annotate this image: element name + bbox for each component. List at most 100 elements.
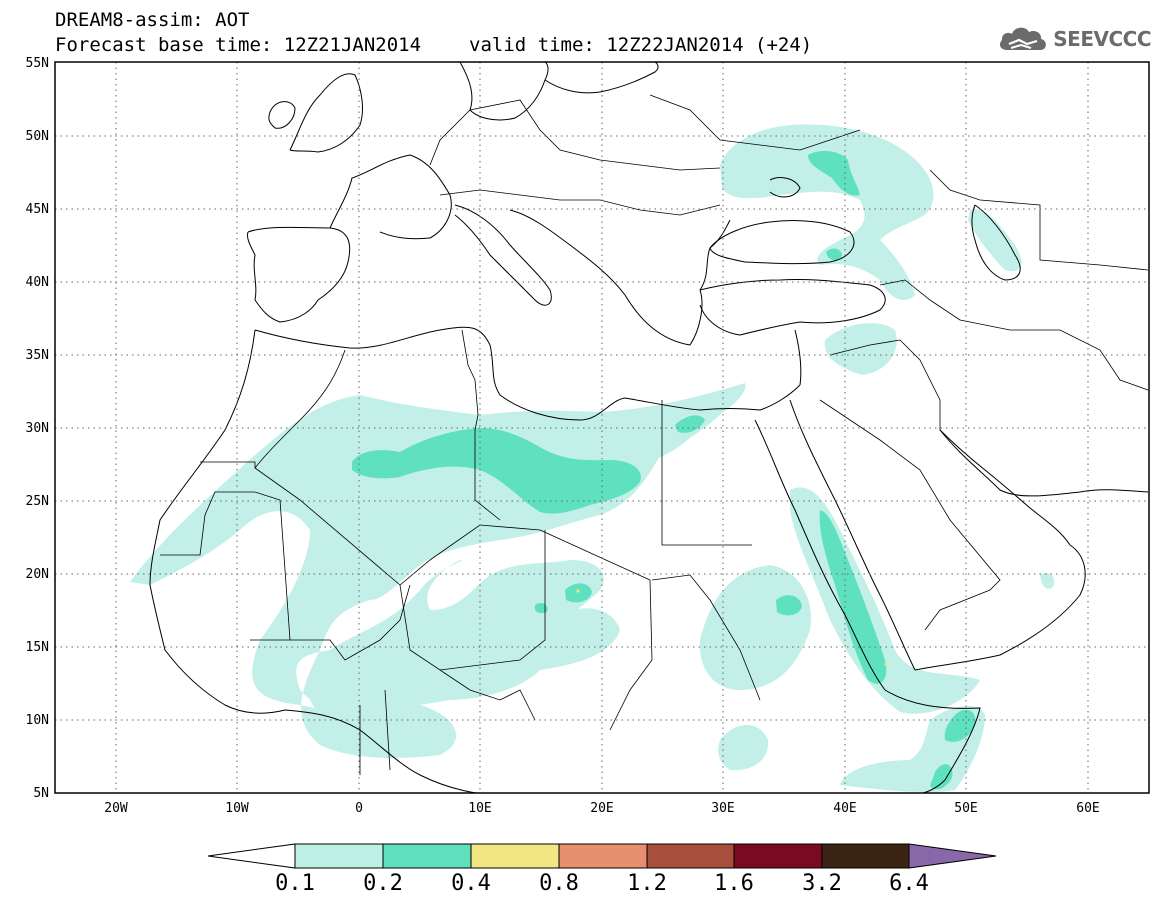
border-westsahara <box>200 461 541 586</box>
aot-mid-sudan <box>776 595 802 616</box>
coast-britain <box>289 73 363 153</box>
border-europe-1 <box>429 99 721 171</box>
country-borders <box>160 94 1149 775</box>
aot-mid-egypt <box>675 415 705 433</box>
aot-band-mid-sahara <box>352 428 641 514</box>
colorbar-segment <box>382 843 472 869</box>
forecast-times: Forecast base time: 12Z21JAN2014 valid ti… <box>55 35 812 55</box>
aot-low-sudan <box>699 565 811 690</box>
border-saudi <box>819 399 1001 631</box>
coast-northafrica <box>254 326 801 421</box>
aot-mid-caucasus <box>826 248 842 261</box>
lat-label: 55N <box>26 56 49 71</box>
border-nigeria <box>439 669 536 721</box>
coastlines <box>149 62 1149 793</box>
lon-label: 10W <box>225 801 249 816</box>
colorbar-segment <box>821 843 910 869</box>
aot-mid-tibesti <box>565 583 592 603</box>
colorbar-label: 1.6 <box>714 871 754 896</box>
coast-gulf <box>939 429 1149 497</box>
aot-low-levant <box>824 323 897 375</box>
border-ukraine <box>649 94 861 151</box>
logo-text: SEEVCCC <box>1053 27 1151 51</box>
aot-mid-redsea <box>819 510 887 684</box>
coast-france <box>329 154 452 240</box>
colorbar-label: 0.4 <box>451 871 491 896</box>
colorbar-segment <box>470 843 560 869</box>
colorbar-segment <box>646 843 735 869</box>
border-algeria-morocco <box>254 349 346 469</box>
aot-mid-blacksea <box>808 150 860 196</box>
lon-label: 40E <box>833 801 856 816</box>
lon-label: 60E <box>1076 801 1099 816</box>
colorbar: 0.1 0.2 0.4 0.8 1.2 1.6 3.2 6.4 <box>207 843 997 896</box>
border-iran <box>879 279 1149 391</box>
lon-label: 20W <box>104 801 128 816</box>
lat-label: 50N <box>26 129 49 144</box>
colorbar-segment <box>558 843 648 869</box>
colorbar-label: 0.8 <box>539 871 579 896</box>
border-europe-2 <box>439 189 721 216</box>
base-time: Forecast base time: 12Z21JAN2014 <box>55 34 422 56</box>
colorbar-under-arrow <box>207 843 296 869</box>
seevccc-logo: SEEVCCC <box>997 22 1151 56</box>
border-kazakh <box>929 169 1149 271</box>
aot-high-speck-2 <box>884 662 888 666</box>
aot-low-blacksea <box>720 124 934 300</box>
coast-redsea-east <box>789 399 916 671</box>
aot-mid-sahel-dot <box>534 602 548 614</box>
border-sudan <box>651 574 761 701</box>
lat-label: 20N <box>26 567 49 582</box>
coast-hornafrica <box>884 689 981 793</box>
lat-label: 10N <box>26 713 49 728</box>
coast-redsea-west <box>754 419 886 691</box>
lat-label: 30N <box>26 421 49 436</box>
lat-label: 15N <box>26 640 49 655</box>
aot-shading <box>130 124 1055 793</box>
aot-low-ethiopia <box>718 725 769 771</box>
border-mauritania <box>160 491 291 641</box>
border-tunisia <box>461 329 501 521</box>
coast-caspian <box>971 204 1021 281</box>
colorbar-label: 0.1 <box>275 871 315 896</box>
lon-label: 50E <box>954 801 977 816</box>
border-iraq <box>829 339 941 430</box>
border-mali <box>290 584 411 661</box>
coast-balkans <box>509 209 731 346</box>
lat-label: 45N <box>26 202 49 217</box>
coast-arabia <box>914 429 1086 671</box>
aot-low-caspian <box>968 209 1022 272</box>
coast-azov <box>769 177 801 198</box>
coast-italy <box>454 204 552 306</box>
colorbar-label: 3.2 <box>802 871 842 896</box>
aot-low-arabia-east <box>1040 573 1055 589</box>
aot-mid-somalia <box>944 709 976 742</box>
coast-baltic <box>544 62 659 94</box>
colorbar-segment <box>294 843 384 869</box>
aot-mid-somalia-2 <box>930 764 953 790</box>
lat-labels: 5N 10N 15N 20N 25N 30N 35N 40N 45N 50N 5… <box>26 56 49 801</box>
border-niger <box>399 530 546 671</box>
valid-time: valid time: 12Z22JAN2014 (+24) <box>469 34 813 56</box>
lon-label: 20E <box>590 801 613 816</box>
lat-label: 5N <box>33 786 49 801</box>
coast-scandinavia <box>459 62 549 121</box>
colorbar-label: 0.2 <box>363 871 403 896</box>
coast-levant <box>794 329 802 386</box>
colorbar-over-arrow <box>908 843 997 869</box>
aot-band-low-sahel <box>310 608 620 719</box>
cloud-icon <box>1000 27 1047 50</box>
coast-iberia <box>247 226 351 323</box>
coast-westafrica <box>149 329 480 793</box>
border-libya-egypt <box>661 400 752 546</box>
aot-high-speck-1 <box>576 589 580 593</box>
lat-label: 25N <box>26 494 49 509</box>
lon-label: 10E <box>468 801 491 816</box>
coast-blacksea <box>709 220 855 265</box>
lat-label: 35N <box>26 348 49 363</box>
lon-label: 30E <box>711 801 734 816</box>
graticule <box>55 62 1149 793</box>
colorbar-label: 1.2 <box>627 871 667 896</box>
map-frame <box>54 61 1150 794</box>
